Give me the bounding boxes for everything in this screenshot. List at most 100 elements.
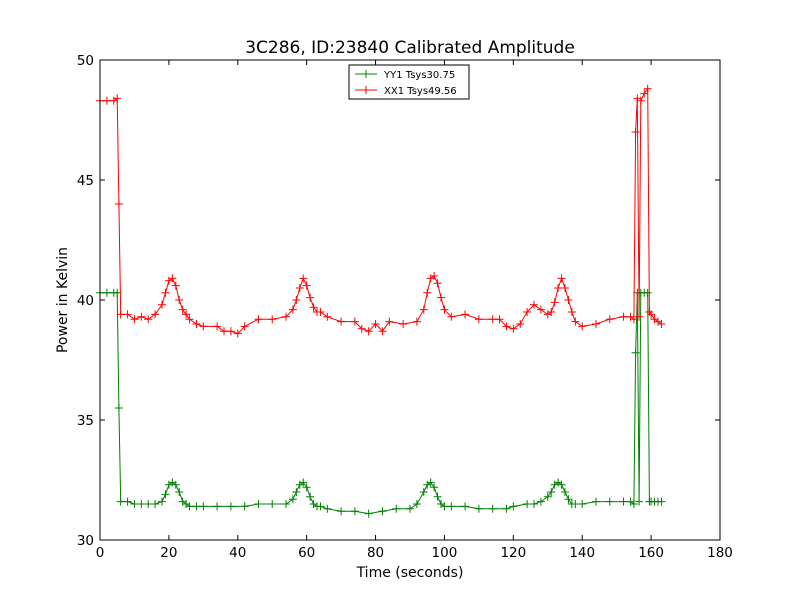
x-tick-label: 160 bbox=[638, 545, 664, 561]
data-point bbox=[114, 404, 123, 412]
data-point bbox=[561, 488, 569, 496]
data-point bbox=[254, 315, 263, 324]
y-tick-label: 40 bbox=[77, 293, 94, 309]
data-point bbox=[316, 502, 325, 511]
x-tick-label: 20 bbox=[160, 545, 177, 561]
data-point bbox=[192, 502, 201, 511]
data-point bbox=[378, 327, 387, 336]
data-point bbox=[378, 507, 387, 516]
data-point bbox=[619, 312, 628, 321]
data-point bbox=[412, 317, 421, 326]
data-point bbox=[631, 128, 640, 136]
data-point bbox=[114, 200, 123, 208]
data-point bbox=[182, 310, 191, 319]
data-point bbox=[530, 500, 538, 508]
data-point bbox=[295, 284, 304, 292]
data-point bbox=[629, 500, 638, 508]
data-point bbox=[461, 502, 470, 511]
data-point bbox=[502, 322, 511, 331]
data-point bbox=[337, 507, 346, 516]
data-point bbox=[437, 293, 445, 302]
legend-label-xx1: XX1 Tsys49.56 bbox=[384, 86, 457, 97]
data-point bbox=[137, 312, 146, 321]
data-point bbox=[175, 488, 184, 496]
data-point bbox=[516, 320, 525, 328]
data-point bbox=[523, 500, 532, 508]
data-point bbox=[226, 327, 235, 336]
data-point bbox=[592, 497, 600, 506]
data-point bbox=[488, 315, 497, 324]
data-point bbox=[175, 296, 184, 304]
data-point bbox=[306, 492, 315, 501]
legend-label-yy1: YY1 Tsys30.75 bbox=[383, 70, 455, 81]
legend-box bbox=[348, 64, 470, 100]
data-point bbox=[158, 497, 166, 506]
data-point bbox=[547, 308, 556, 316]
data-point bbox=[419, 488, 428, 496]
data-point bbox=[302, 483, 311, 492]
data-point bbox=[440, 305, 449, 314]
plot-area bbox=[100, 60, 720, 540]
data-point bbox=[643, 288, 652, 297]
data-point bbox=[323, 312, 332, 321]
data-point bbox=[151, 310, 160, 319]
x-tick-label: 60 bbox=[298, 545, 315, 561]
data-point bbox=[158, 300, 166, 309]
data-point bbox=[144, 315, 153, 324]
data-point bbox=[254, 500, 263, 508]
data-point bbox=[564, 296, 573, 304]
data-point bbox=[364, 327, 373, 336]
data-point bbox=[309, 303, 318, 312]
data-point bbox=[171, 480, 180, 489]
data-point bbox=[385, 317, 394, 326]
data-point bbox=[536, 305, 545, 314]
x-tick-label: 140 bbox=[569, 545, 595, 561]
data-point bbox=[571, 500, 580, 508]
data-point bbox=[337, 317, 346, 326]
data-point bbox=[288, 495, 297, 504]
y-tick-label: 30 bbox=[77, 533, 94, 549]
data-point bbox=[399, 320, 408, 328]
data-point bbox=[488, 504, 497, 513]
data-point bbox=[426, 478, 435, 487]
data-point bbox=[447, 312, 456, 321]
data-point bbox=[192, 320, 201, 328]
data-point bbox=[144, 500, 153, 508]
data-point bbox=[605, 497, 614, 506]
data-point bbox=[350, 507, 359, 516]
data-point bbox=[523, 308, 532, 316]
data-point bbox=[530, 300, 538, 309]
data-point bbox=[130, 315, 139, 324]
legend-marker-xx1 bbox=[362, 86, 370, 94]
data-point bbox=[643, 84, 652, 93]
y-axis-label: Power in Kelvin bbox=[55, 247, 71, 353]
x-tick-label: 120 bbox=[500, 545, 526, 561]
data-point bbox=[406, 504, 414, 513]
data-point bbox=[509, 324, 518, 333]
data-point bbox=[640, 89, 649, 98]
data-point bbox=[302, 281, 311, 290]
data-point bbox=[564, 495, 573, 504]
data-point bbox=[474, 504, 483, 513]
data-point bbox=[502, 504, 511, 513]
data-point bbox=[423, 288, 432, 297]
data-point bbox=[282, 500, 290, 508]
data-point bbox=[282, 312, 290, 321]
data-point bbox=[474, 315, 483, 324]
data-point bbox=[113, 94, 122, 103]
data-point bbox=[635, 312, 644, 321]
data-point bbox=[647, 310, 656, 319]
data-point bbox=[178, 305, 187, 314]
plot-frame bbox=[99, 59, 721, 541]
legend-marker-yy1 bbox=[362, 70, 370, 78]
data-point bbox=[171, 281, 180, 290]
data-point bbox=[619, 497, 628, 506]
data-point bbox=[306, 293, 315, 302]
data-point bbox=[268, 500, 277, 508]
data-point bbox=[578, 500, 587, 508]
data-point bbox=[213, 502, 222, 511]
x-tick-label: 80 bbox=[367, 545, 384, 561]
data-point bbox=[536, 497, 545, 506]
data-point bbox=[636, 96, 645, 105]
